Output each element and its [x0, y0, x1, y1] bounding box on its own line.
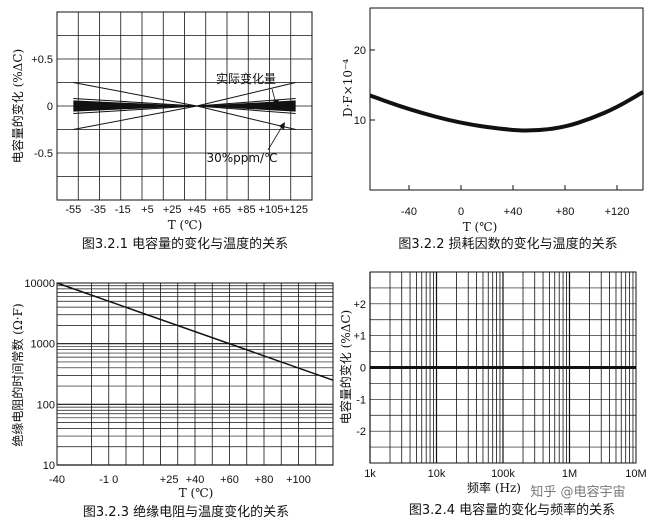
chart-3-x-axis-label: T (℃) — [179, 486, 214, 500]
chart-4-x-tick-label: 100k — [491, 468, 515, 480]
watermark: 知乎 @电容宇宙 — [530, 484, 625, 500]
chart-1-annotation-leader — [267, 124, 284, 151]
chart-3-y-tick-label: 100 — [37, 399, 55, 411]
chart-3-insulation-temperature: -40 -1 0 +25 +40 +60 +80 +100 10000 1000 100 10 T (… — [10, 278, 334, 520]
chart-3-y-tick-label: 10 — [43, 460, 55, 472]
chart-4-y-tick-label: -2 — [356, 426, 366, 438]
chart-3-series-line — [56, 282, 334, 381]
chart-1-annotation-actual: 实际变化量 — [216, 71, 276, 86]
chart-1-x-axis-label: T (℃) — [168, 218, 203, 232]
chart-2-y-axis-label: D·F×10⁻⁴ — [341, 59, 355, 117]
chart-2-y-tick-label: 20 — [354, 45, 366, 57]
chart-3-x-tick-label: +100 — [286, 474, 311, 486]
chart-1-y-tick-label: +0.5 — [31, 54, 53, 66]
chart-3-x-tick-label: +80 — [255, 474, 274, 486]
chart-1-x-tick-label: +5 — [141, 204, 154, 216]
chart-1-x-tick-label: -35 — [90, 204, 106, 216]
chart-1-series-line — [73, 105, 296, 115]
chart-4-x-axis-label: 频率 (Hz) — [467, 480, 521, 495]
chart-2-caption: 图3.2.2 损耗因数的变化与温度的关系 — [398, 236, 617, 252]
chart-2-x-axis-label: T (℃) — [463, 220, 498, 234]
chart-1-y-tick-label: 0 — [47, 101, 53, 113]
chart-1-y-axis-label: 电容量的变化 (%ΔC) — [10, 49, 25, 163]
chart-2-x-tick-label: +40 — [504, 206, 523, 218]
chart-3-x-tick-label: -1 0 — [99, 474, 118, 486]
chart-2-y-tick-label: 10 — [354, 115, 366, 127]
chart-3-x-tick-label: +40 — [186, 474, 205, 486]
chart-1-annotation-ppm: 30%ppm/℃ — [206, 151, 277, 165]
chart-4-caption: 图3.2.4 电容量的变化与频率的关系 — [409, 502, 615, 518]
chart-4-y-tick-label: 0 — [360, 363, 366, 375]
chart-3-caption: 图3.2.3 绝缘电阻与温度变化的关系 — [83, 504, 289, 520]
chart-2-frame — [369, 7, 644, 191]
chart-1-x-tick-label: +105 — [259, 204, 284, 216]
chart-3-y-tick-label: 10000 — [24, 278, 55, 290]
chart-1-x-tick-label: +65 — [212, 204, 231, 216]
chart-4-y-axis-label: 电容量的变化 (%ΔC) — [338, 310, 353, 424]
chart-4-capacitance-frequency: 1k 10k 100k 1M 10M +2 +1 0 -1 -2 频率 (Hz) 电容量的变化 (%Δ… — [338, 271, 647, 518]
chart-1-caption: 图3.2.1 电容量的变化与温度的关系 — [82, 236, 288, 252]
chart-1-annotation-arrow — [279, 122, 285, 130]
chart-2-x-tick-label: -40 — [401, 206, 417, 218]
chart-3-y-tick-label: 1000 — [31, 339, 55, 351]
chart-3-x-tick-label: +60 — [220, 474, 239, 486]
chart-1-x-tick-label: +25 — [163, 204, 182, 216]
chart-2-x-tick-label: +120 — [605, 206, 630, 218]
chart-4-x-tick-label: 1M — [562, 468, 577, 480]
chart-2-x-tick-label: 0 — [458, 206, 464, 218]
chart-2-x-tick-label: +80 — [556, 206, 575, 218]
chart-3-y-axis-label: 绝缘电阻的时间常数 (Ω·F) — [10, 303, 25, 446]
chart-1-x-tick-label: +85 — [237, 204, 256, 216]
chart-2-series-line — [369, 90, 645, 133]
chart-1-x-tick-label: +125 — [283, 204, 308, 216]
chart-4-x-tick-label: 10M — [625, 468, 646, 480]
chart-4-x-tick-label: 10k — [428, 468, 446, 480]
chart-1-y-tick-label: -0.5 — [34, 148, 53, 160]
chart-4-x-tick-label: 1k — [364, 468, 376, 480]
chart-1-annotation-arrow — [273, 100, 279, 107]
chart-1-x-tick-label: -55 — [65, 204, 81, 216]
chart-4-y-tick-label: -1 — [356, 394, 366, 406]
chart-1-x-tick-label: -15 — [115, 204, 131, 216]
chart-3-x-tick-label: -40 — [49, 474, 65, 486]
chart-4-y-tick-label: +2 — [353, 299, 366, 311]
chart-4-y-tick-label: +1 — [353, 331, 366, 343]
chart-1-capacitance-temperature: -55 -35 -15 +5 +25 +45 +65 +85 +105 +125 +0.5 0 -0.5… — [10, 11, 313, 252]
chart-3-x-tick-label: +25 — [160, 474, 179, 486]
chart-2-dissipation-temperature: -40 0 +40 +80 +120 20 10 T (℃) D·F×10⁻⁴ 图3.2.2 损耗… — [341, 7, 645, 252]
chart-1-x-tick-label: +45 — [188, 204, 207, 216]
chart-1-actual-band — [73, 100, 296, 112]
